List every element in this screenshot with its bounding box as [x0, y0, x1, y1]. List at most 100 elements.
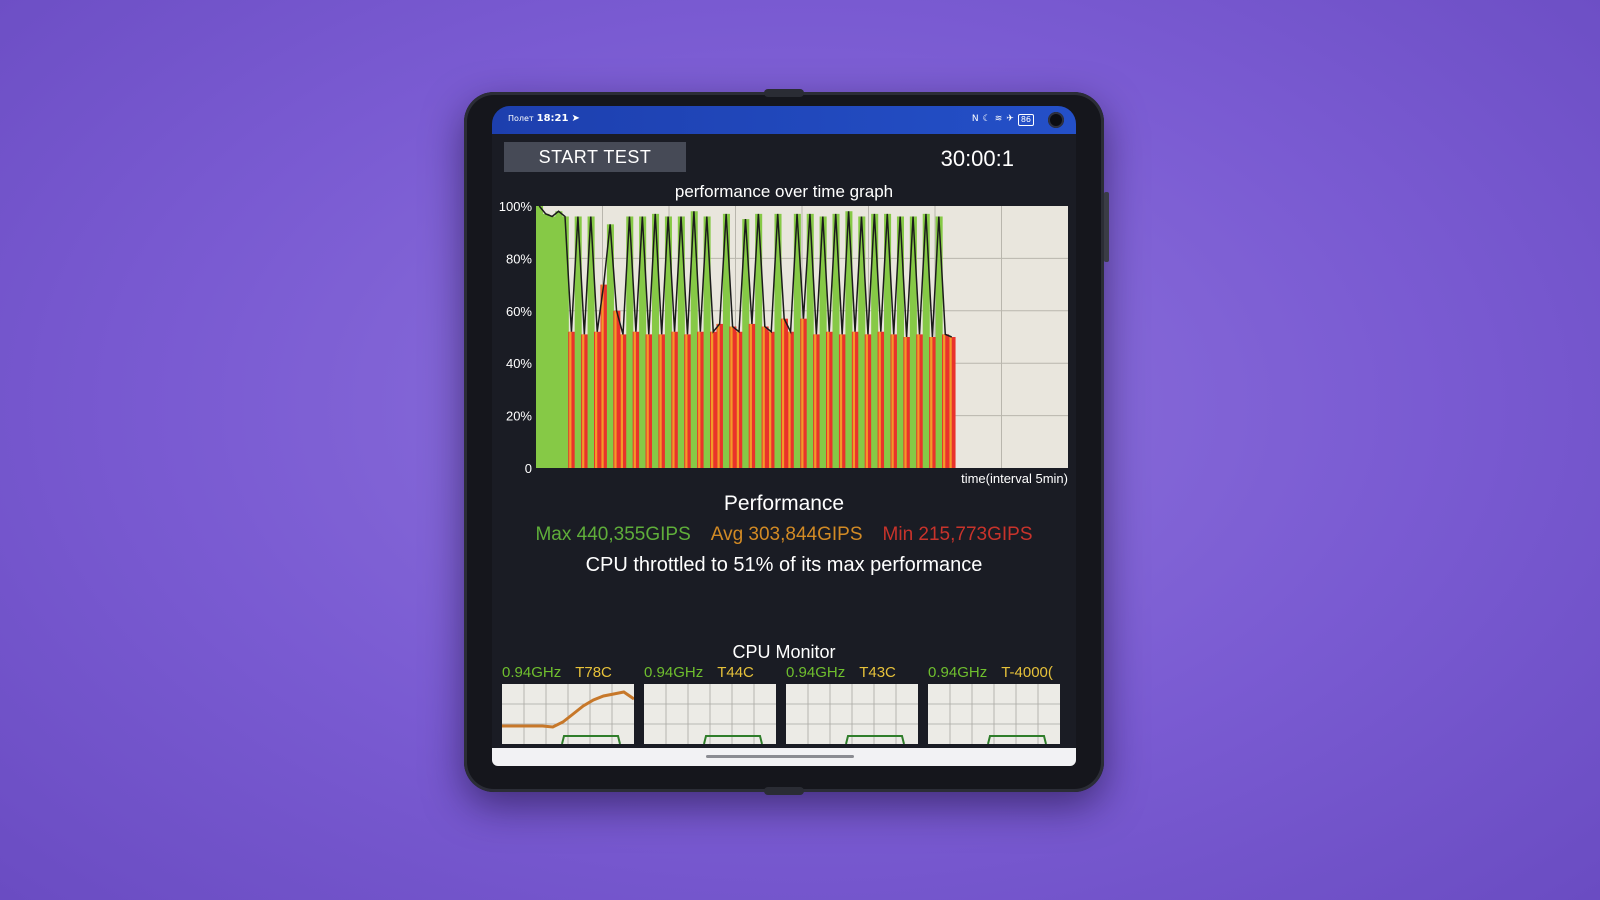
performance-bar-mid [814, 334, 817, 468]
performance-bar [755, 213, 763, 468]
home-indicator[interactable] [706, 755, 854, 758]
performance-bar [761, 326, 769, 468]
performance-bar [838, 334, 846, 468]
performance-stats: Max 440,355GIPS Avg 303,844GIPS Min 215,… [492, 524, 1076, 546]
core-graph [644, 684, 776, 744]
core-load-line [987, 735, 1047, 744]
performance-bar [858, 216, 866, 468]
performance-bar [942, 334, 950, 468]
core-load-line [561, 735, 621, 744]
performance-bar-mid [827, 331, 830, 468]
performance-bar-mid [672, 331, 675, 468]
performance-bar [735, 331, 743, 468]
performance-bar-mid [710, 331, 714, 468]
performance-bar [548, 216, 556, 468]
foldable-phone: Полет 18:21 ➤ N ☾ ≋ ✈ 86 START TEST 30:0… [464, 89, 1109, 795]
chart-bars [536, 206, 956, 469]
core-graph [786, 684, 918, 744]
status-time: 18:21 [536, 113, 569, 124]
performance-bar [742, 219, 750, 468]
y-tick-label: 40% [506, 356, 532, 371]
performance-bar [664, 216, 672, 468]
performance-bar [884, 213, 892, 468]
cpu-core-2: 0.94GHz T44C [644, 664, 776, 746]
performance-bar [626, 216, 634, 468]
performance-bar-mid [781, 318, 785, 468]
status-bar: Полет 18:21 ➤ N ☾ ≋ ✈ 86 [492, 106, 1076, 134]
performance-bar [890, 334, 898, 468]
performance-bar [922, 213, 930, 468]
core-graph [502, 684, 634, 744]
core-frequency: 0.94GHz [644, 664, 704, 681]
performance-bar [684, 334, 692, 468]
performance-bar-mid [949, 337, 952, 468]
y-tick-label: 60% [506, 304, 532, 319]
performance-bar [677, 216, 685, 468]
battery-icon: 86 [1017, 114, 1034, 126]
max-gips: Max 440,355GIPS [535, 524, 691, 545]
performance-bar-mid [633, 331, 636, 468]
core-temperature: T43C [859, 664, 896, 681]
performance-bar [703, 216, 711, 468]
y-tick-label: 0 [525, 461, 532, 476]
performance-bar-mid [736, 331, 740, 468]
performance-bar-mid [852, 331, 856, 468]
performance-bar [871, 213, 879, 468]
core-temperature-line [502, 690, 634, 729]
performance-bar [632, 331, 640, 468]
performance-line [538, 205, 953, 338]
performance-bar-mid [878, 331, 881, 468]
performance-bar [793, 213, 801, 468]
performance-bar [716, 323, 724, 468]
performance-bar [542, 213, 550, 468]
performance-bar [800, 318, 808, 468]
performance-bar [568, 331, 576, 468]
performance-bar [652, 213, 660, 468]
performance-bar-mid [930, 337, 933, 468]
performance-bar [877, 331, 885, 468]
performance-bar [929, 337, 937, 468]
performance-bar [729, 326, 737, 468]
cpu-core-4: 0.94GHz T-4000( [928, 664, 1060, 746]
performance-bar [613, 310, 621, 468]
location-arrow-icon: ➤ [571, 113, 580, 124]
core-temperature: T78C [575, 664, 612, 681]
performance-bar [536, 206, 544, 468]
performance-bar-mid [788, 331, 791, 468]
core-frequency: 0.94GHz [786, 664, 846, 681]
performance-bar [903, 337, 911, 468]
min-gips: Min 215,773GIPS [882, 524, 1033, 545]
performance-bar-mid [891, 334, 894, 468]
performance-bar [845, 211, 853, 469]
test-timer: 30:00:1 [940, 146, 1014, 171]
hinge-bottom [764, 787, 804, 795]
graph-title: performance over time graph [674, 182, 894, 201]
start-test-button[interactable]: START TEST [504, 142, 686, 172]
core-load-line [703, 735, 763, 744]
performance-bar-mid [943, 334, 946, 468]
cpu-core-monitors: 0.94GHz T78C 0.94GHz T44C 0.94GHz T43C 0.94… [502, 664, 1076, 746]
cpu-core-3: 0.94GHz T43C [786, 664, 918, 746]
performance-bar [619, 334, 627, 468]
cpu-core-1: 0.94GHz T78C [502, 664, 634, 746]
performance-bar [645, 334, 653, 468]
core-temperature: T-4000( [1001, 664, 1053, 681]
performance-bar-mid [698, 331, 701, 468]
performance-bar-mid [614, 310, 617, 468]
performance-bar [671, 331, 679, 468]
phone-screen: Полет 18:21 ➤ N ☾ ≋ ✈ 86 START TEST 30:0… [492, 106, 1076, 766]
avg-gips: Avg 303,844GIPS [710, 524, 863, 545]
performance-bar-mid [762, 326, 765, 468]
performance-bar-mid [569, 331, 572, 468]
performance-bar [748, 323, 756, 468]
performance-bar [561, 216, 569, 468]
performance-bar [909, 216, 917, 468]
y-tick-label: 80% [506, 251, 532, 266]
performance-bar-mid [769, 331, 772, 468]
performance-bar-mid [839, 334, 843, 468]
performance-bar [574, 216, 582, 468]
y-tick-label: 100% [499, 199, 533, 214]
performance-bar [806, 213, 814, 468]
moon-icon: ☾ [982, 114, 991, 124]
performance-bar [832, 213, 840, 468]
